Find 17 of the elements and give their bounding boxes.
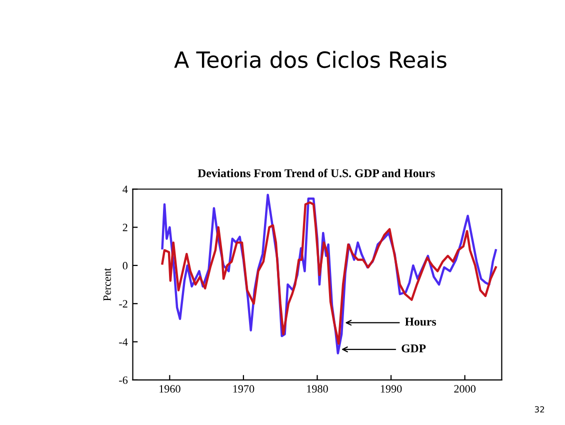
chart-subtitle: Deviations From Trend of U.S. GDP and Hours xyxy=(198,168,435,178)
chart-title: A Teoria dos Ciclos Reais xyxy=(174,50,446,68)
annotation: GDP xyxy=(402,344,426,352)
x-tick-label: 1960 xyxy=(160,385,180,393)
x-tick-label: 2000 xyxy=(454,385,476,393)
y-tick-label: -6 xyxy=(119,376,128,384)
y-tick-label: 4 xyxy=(122,186,128,193)
y-tick-label: -4 xyxy=(119,338,128,346)
y-tick-label: 0 xyxy=(122,262,128,270)
y-tick-label: 2 xyxy=(122,224,128,232)
y-tick-label: -2 xyxy=(119,300,128,308)
x-tick-label: 1990 xyxy=(380,385,402,393)
text: 32 xyxy=(534,406,544,413)
x-tick-label: 1970 xyxy=(233,385,254,393)
x-tick-label: 1980 xyxy=(307,385,328,393)
y-axis-title: Percent xyxy=(103,268,111,301)
annotation: Hours xyxy=(405,318,436,326)
